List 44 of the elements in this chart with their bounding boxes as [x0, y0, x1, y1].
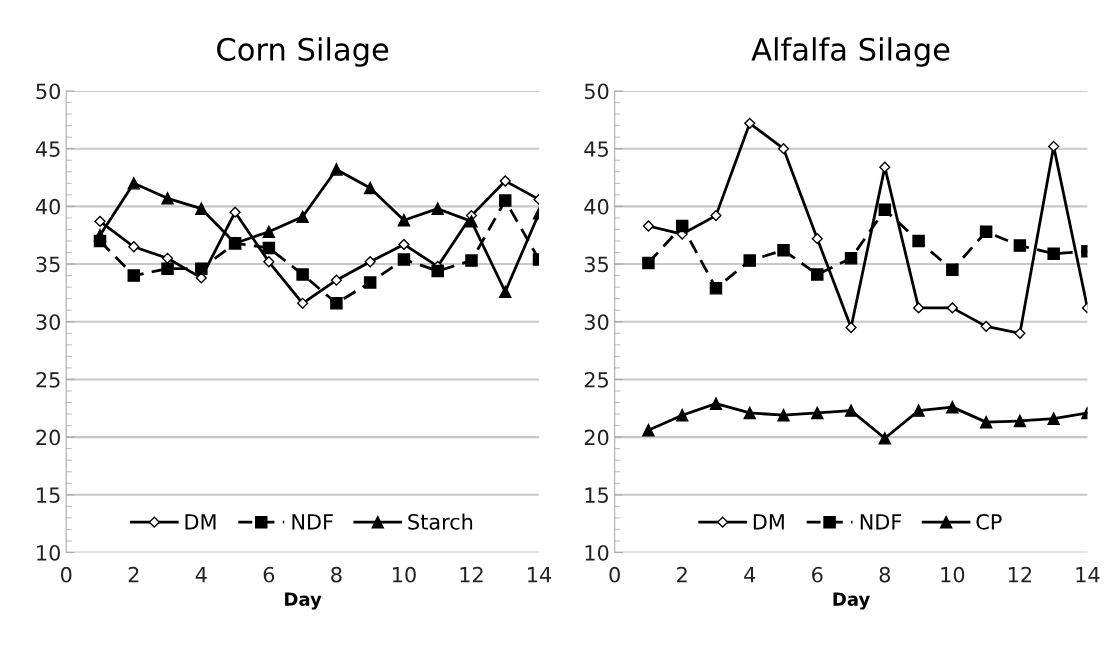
x-tick-label: 6: [812, 566, 823, 583]
y-tick-label: 15: [585, 487, 608, 504]
y-tick-label: 20: [36, 429, 60, 446]
x-tick-label: 10: [392, 566, 416, 583]
legend-label: CP: [976, 513, 1002, 530]
x-tick-label: 8: [879, 566, 891, 583]
x-tick-label: 6: [263, 566, 275, 583]
y-tick-label: 10: [585, 544, 609, 561]
y-tick-label: 10: [37, 544, 60, 561]
x-tick-label: 10: [941, 566, 965, 583]
x-tick-label: 2: [128, 566, 139, 583]
x-axis-title: Day: [833, 592, 870, 610]
x-tick-label: 2: [677, 566, 687, 583]
y-tick-label: 25: [584, 371, 608, 388]
x-tick-label: 4: [744, 567, 756, 583]
x-tick-label: 4: [195, 567, 207, 583]
x-tick-label: 0: [609, 566, 620, 583]
legend-label: DM: [753, 514, 784, 530]
chart-title: Corn Silage: [217, 37, 389, 67]
x-tick-label: 12: [1008, 566, 1032, 583]
legend-label: Starch: [408, 513, 473, 530]
x-tick-label: 8: [331, 566, 342, 583]
y-tick-label: 25: [36, 371, 60, 388]
y-tick-label: 50: [36, 83, 60, 100]
x-tick-label: 14: [528, 567, 552, 583]
y-tick-label: 30: [584, 314, 609, 330]
y-tick-label: 50: [584, 83, 609, 100]
y-tick-label: 40: [35, 198, 60, 215]
y-tick-label: 45: [35, 141, 60, 157]
y-tick-label: 35: [36, 256, 60, 273]
legend-label: DM: [185, 514, 216, 530]
y-tick-label: 35: [584, 256, 608, 273]
legend-label: NDF: [860, 514, 902, 530]
x-tick-label: 14: [1076, 567, 1100, 583]
y-tick-label: 40: [584, 198, 609, 215]
y-tick-label: 20: [584, 429, 609, 446]
legend-label: NDF: [292, 514, 333, 530]
x-tick-label: 12: [460, 566, 483, 583]
x-tick-label: 0: [60, 566, 72, 583]
chart-title: Alfalfa Silage: [751, 37, 950, 67]
y-tick-label: 15: [37, 487, 60, 504]
x-axis-title: Day: [285, 592, 322, 610]
y-tick-label: 30: [36, 314, 60, 330]
y-tick-label: 45: [584, 141, 608, 157]
